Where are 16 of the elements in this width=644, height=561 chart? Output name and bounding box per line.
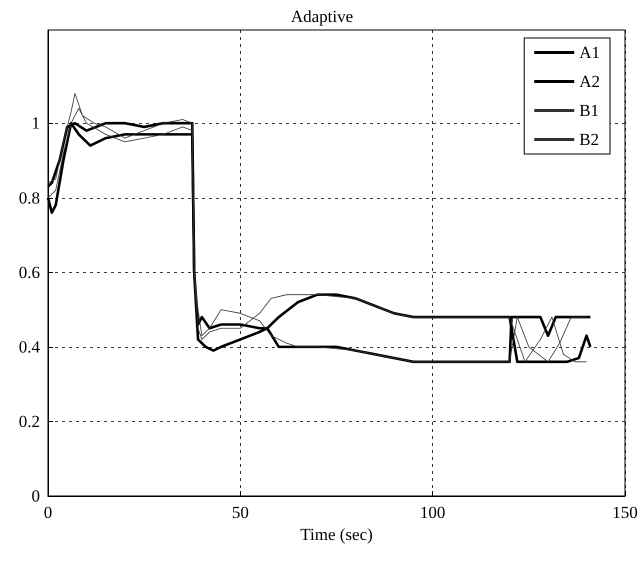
y-tick-label: 0.2 [18, 412, 40, 431]
x-axis-title: Time (sec) [300, 525, 373, 544]
x-tick-label: 0 [44, 503, 52, 522]
legend-label: A1 [579, 43, 600, 62]
x-tick-label: 100 [420, 503, 446, 522]
chart-title: Adaptive [290, 7, 354, 26]
x-tick-label: 50 [232, 503, 249, 522]
y-tick-label: 1 [32, 114, 40, 133]
y-tick-label: 0 [32, 486, 40, 506]
legend-label: A2 [579, 72, 600, 91]
x-tick-label: 150 [612, 503, 638, 522]
legend-label: B1 [579, 101, 600, 120]
legend-label: B2 [579, 130, 600, 149]
y-tick-label: 0.6 [18, 262, 40, 282]
y-tick-label: 0.4 [18, 337, 40, 356]
y-tick-label: 0.8 [18, 188, 40, 208]
